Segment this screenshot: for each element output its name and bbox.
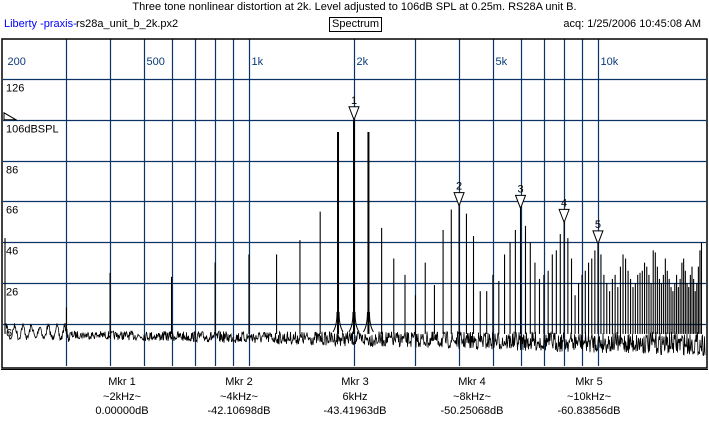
marker-triangle-icon	[348, 106, 360, 122]
marker-triangle-icon	[592, 230, 604, 246]
marker-triangle-icon	[514, 194, 527, 210]
filename-label: rs28a_unit_b_2k.px2	[76, 18, 179, 30]
x-tick-label: 200	[8, 56, 26, 68]
marker-frequency: ~2kHz~	[103, 390, 141, 403]
x-tick-label: 5k	[496, 56, 508, 68]
marker-label: Mkr 5	[575, 376, 603, 388]
marker-value: 0.00000dB	[95, 405, 149, 417]
marker-frequency: 6kHz	[342, 390, 368, 403]
peak-skirt	[363, 311, 374, 333]
chart-title: Three tone nonlinear distortion at 2k. L…	[132, 1, 577, 13]
y-tick-label: 66	[6, 205, 18, 217]
view-mode-button[interactable]: Spectrum	[329, 17, 383, 32]
marker-number: 1	[351, 95, 357, 107]
brand-label: Liberty -praxis-	[4, 18, 77, 30]
x-tick-label: 500	[147, 56, 165, 68]
marker-value: -42.10698dB	[207, 405, 271, 417]
marker-label: Mkr 3	[341, 376, 369, 388]
marker-value: -50.25068dB	[440, 405, 504, 417]
marker-readout-2: Mkr 2 ~4kHz~ -42.10698dB	[184, 375, 294, 419]
y-tick-label: 46	[6, 246, 18, 258]
marker-number: 3	[517, 183, 523, 195]
y-tick-label: 126	[6, 83, 24, 95]
peak-skirt	[348, 311, 360, 333]
plot-frame	[1, 38, 708, 369]
marker-frequency: ~4kHz~	[220, 390, 258, 403]
marker-number: 5	[595, 219, 601, 231]
marker-readout-3: Mkr 3 6kHz -43.41963dB	[300, 375, 410, 419]
peak-skirt	[332, 311, 344, 333]
marker-readout-5: Mkr 5 ~10kHz~ -60.83856dB	[534, 375, 644, 419]
marker-label: Mkr 4	[458, 376, 486, 388]
marker-label: Mkr 1	[108, 376, 136, 388]
x-tick-label: 1k	[252, 56, 264, 68]
reference-level-icon	[3, 111, 18, 121]
y-tick-label: 26	[6, 287, 18, 299]
marker-frequency: ~8kHz~	[453, 390, 491, 403]
acquisition-timestamp: acq: 1/25/2006 10:45:08 AM	[563, 18, 701, 30]
marker-frequency: ~10kHz~	[566, 390, 612, 403]
y-tick-label: 86	[6, 165, 18, 177]
marker-triangle-icon	[558, 208, 570, 224]
marker-readout-1: Mkr 1 ~2kHz~ 0.00000dB	[67, 375, 177, 419]
x-tick-label: 2k	[357, 56, 369, 68]
marker-value: -43.41963dB	[323, 405, 387, 417]
marker-number: 2	[456, 181, 462, 193]
marker-number: 4	[561, 197, 567, 209]
marker-readout-4: Mkr 4 ~8kHz~ -50.25068dB	[417, 375, 527, 419]
y-tick-label: 106dBSPL	[6, 124, 59, 136]
marker-value: -60.83856dB	[557, 405, 621, 417]
marker-triangle-icon	[453, 192, 465, 208]
x-tick-label: 10k	[601, 56, 619, 68]
marker-label: Mkr 2	[225, 376, 253, 388]
